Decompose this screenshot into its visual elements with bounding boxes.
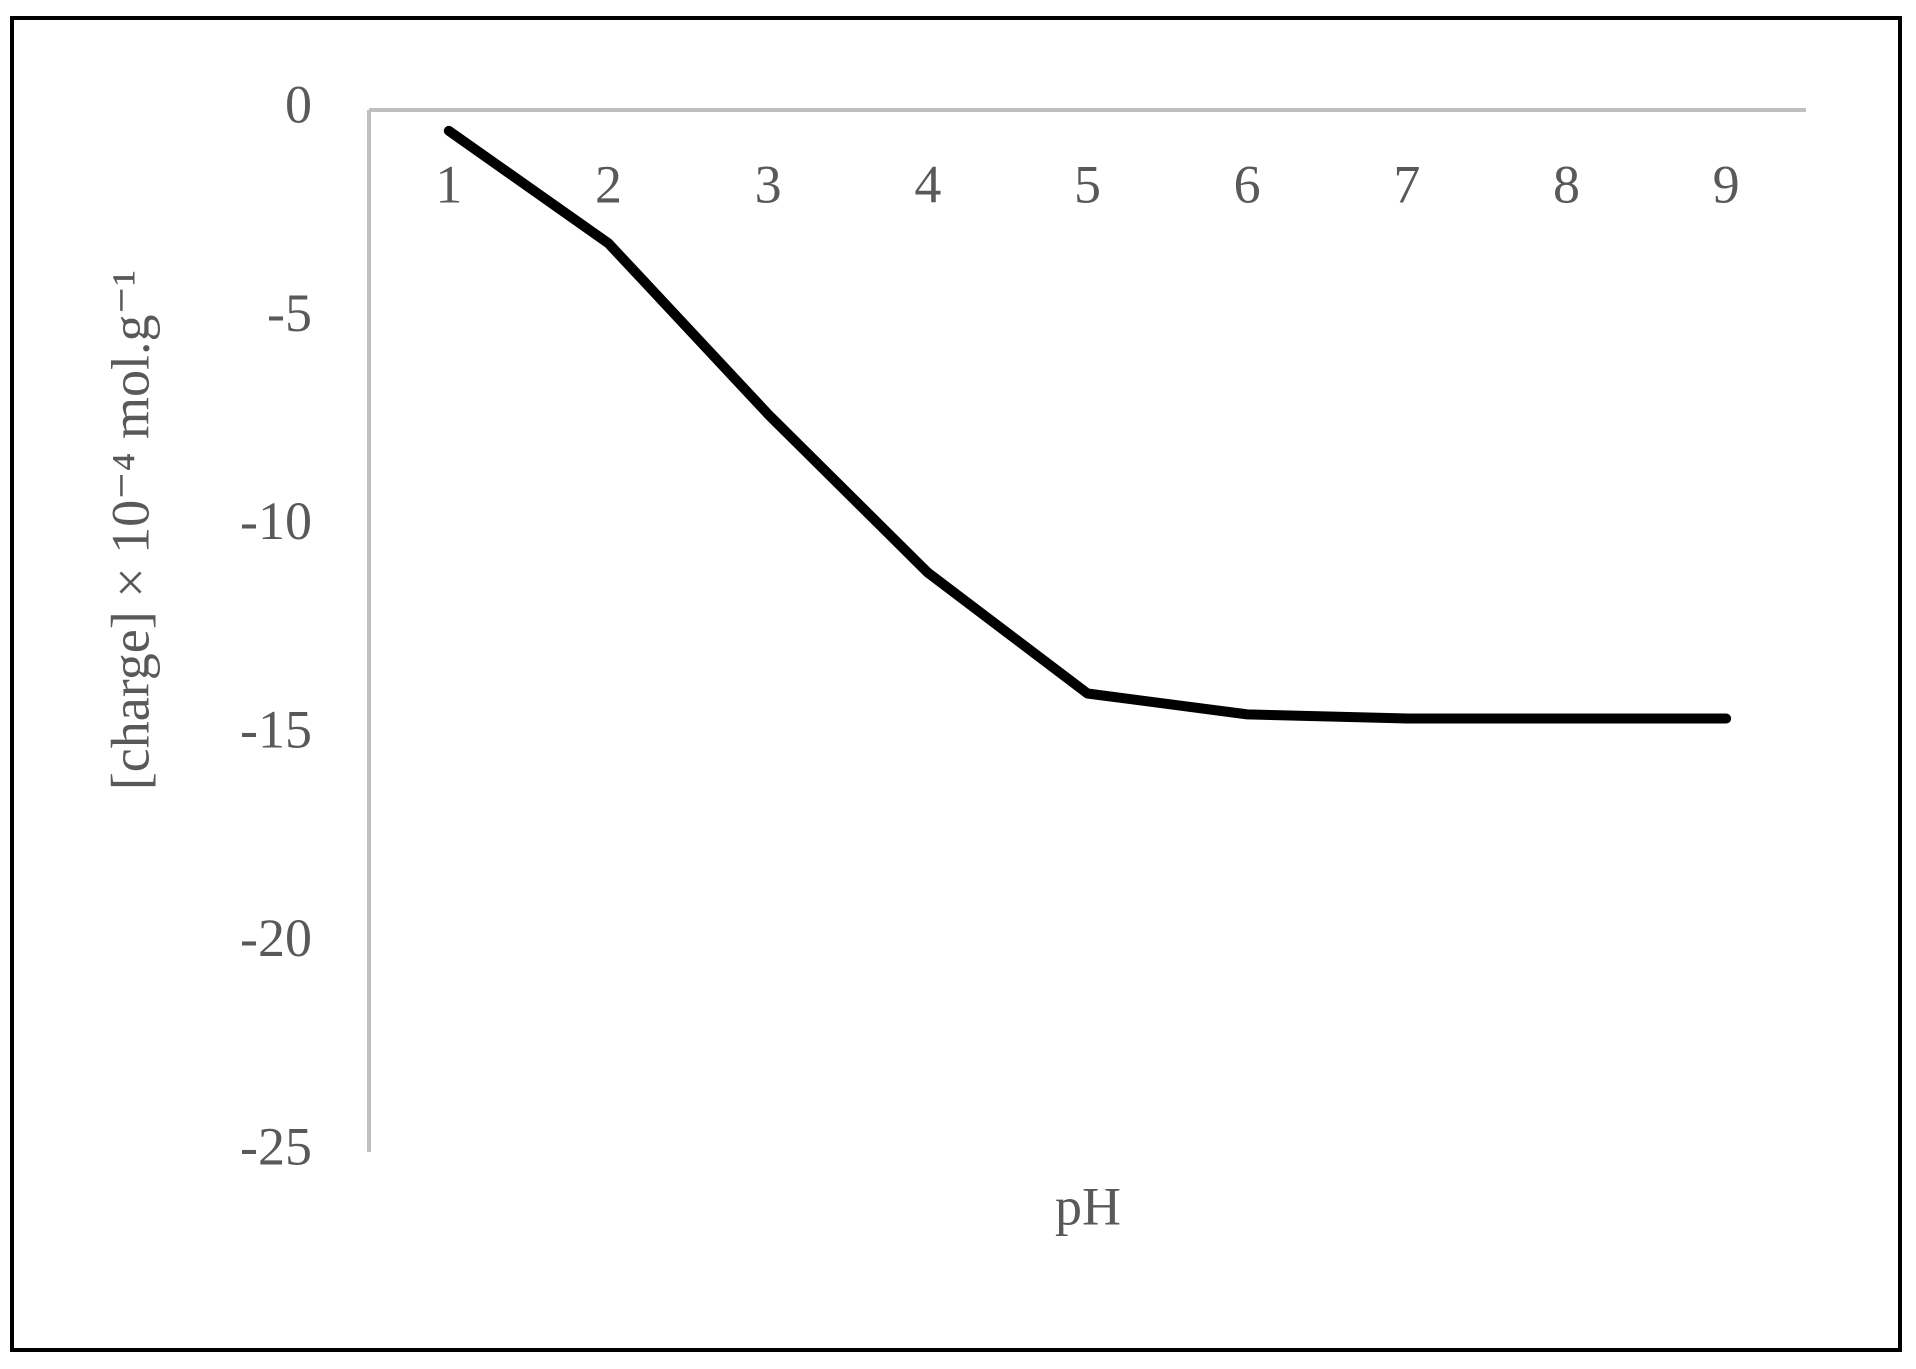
x-tick-label: 5 [1074, 154, 1101, 214]
data-line [443, 125, 1732, 724]
y-tick-label: -25 [240, 1116, 312, 1176]
x-axis-label: pH [1055, 1176, 1121, 1236]
x-tick-label: 4 [914, 154, 941, 214]
y-tick-label: -20 [240, 908, 312, 968]
y-axis-label: [charge] × 10⁻⁴ mol.g⁻¹ [100, 270, 160, 790]
x-tick-label: 2 [595, 154, 622, 214]
x-tick-label: 6 [1234, 154, 1261, 214]
chart-border [10, 16, 1902, 1352]
x-tick-label: 9 [1713, 154, 1740, 214]
x-tick-label: 3 [755, 154, 782, 214]
x-tick-label: 1 [435, 154, 462, 214]
x-tick-label: 8 [1553, 154, 1580, 214]
y-tick-label: -5 [267, 283, 312, 343]
y-tick-label: 0 [285, 74, 312, 134]
y-tick-label: -15 [240, 700, 312, 760]
y-tick-label: -10 [240, 491, 312, 551]
x-tick-label: 7 [1393, 154, 1420, 214]
